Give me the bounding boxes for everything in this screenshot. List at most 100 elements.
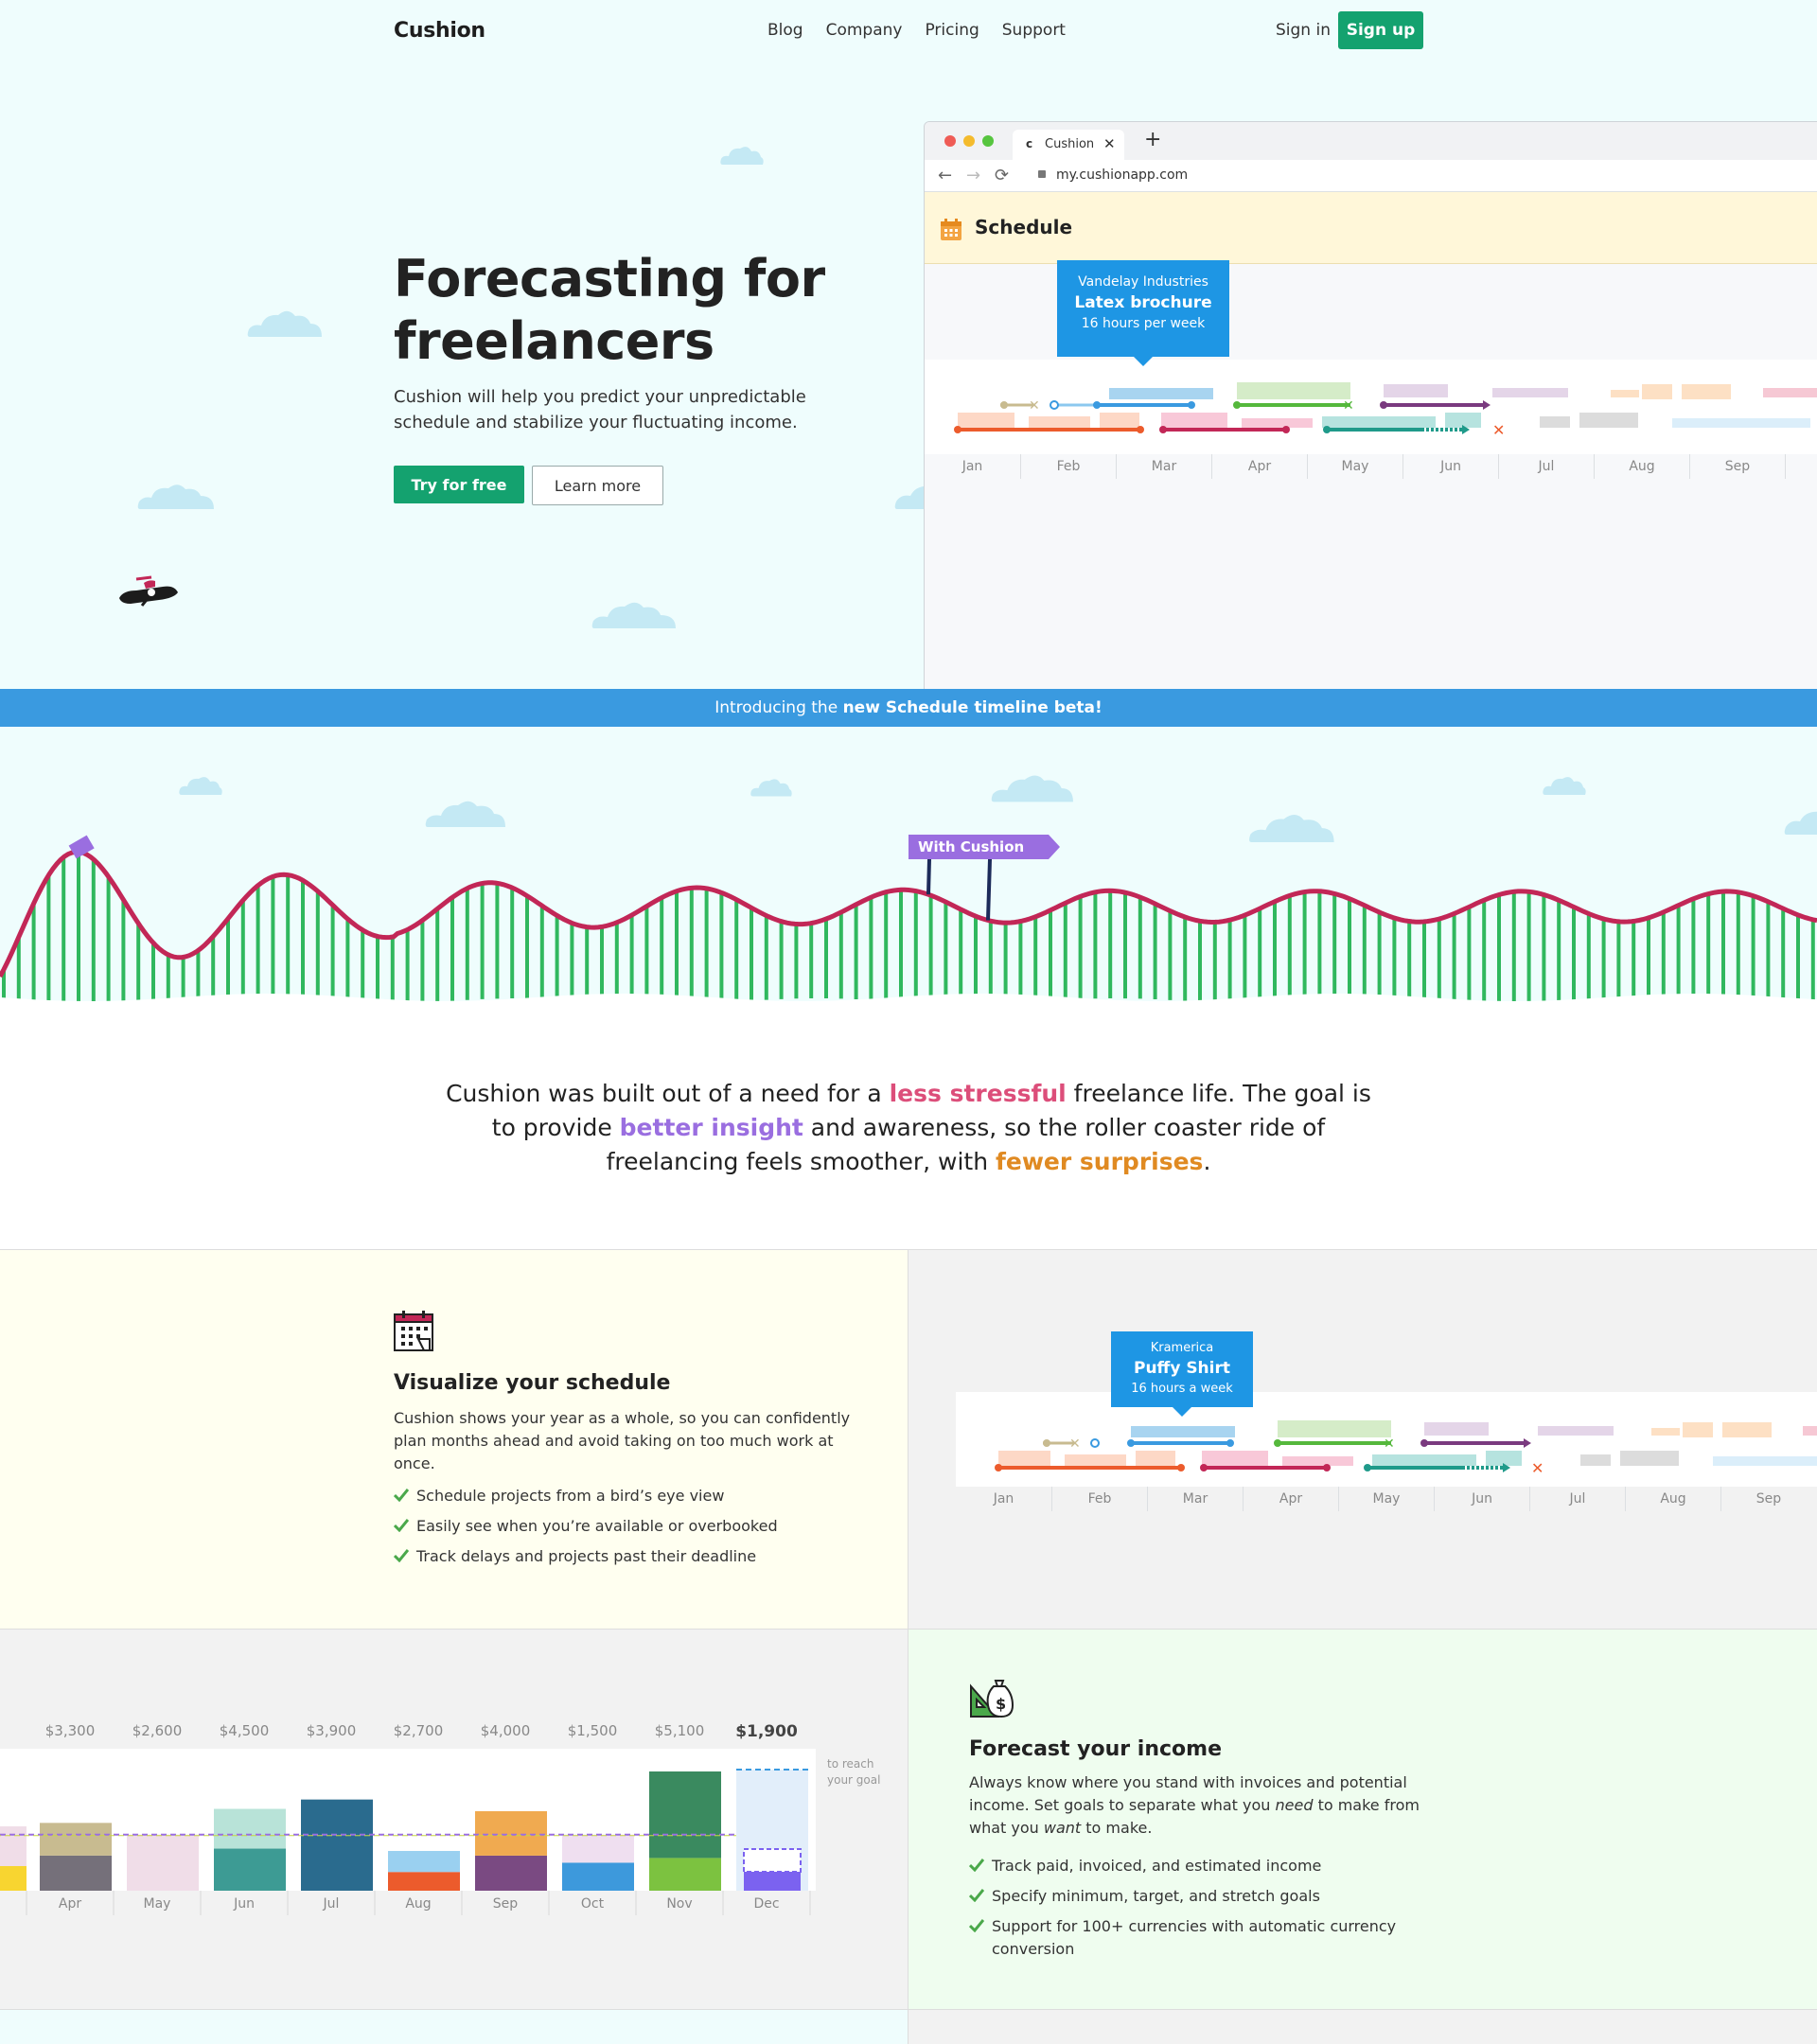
money-bag-icon: $ — [970, 1680, 1014, 1718]
month-label: Jan — [961, 459, 983, 474]
hero-section: Forecasting for freelancers Cushion will… — [0, 62, 1817, 689]
total-label: $5,100 — [654, 1722, 705, 1739]
nav-link-blog[interactable]: Blog — [767, 21, 803, 40]
checkmark-icon — [969, 1889, 984, 1902]
svg-text:$: $ — [996, 1695, 1006, 1713]
cloud-icon — [991, 775, 1073, 802]
coaster-track — [0, 835, 1817, 1011]
feature-bullets: Schedule projects from a bird’s eye view… — [394, 1485, 778, 1576]
description-text: to make. — [1081, 1819, 1153, 1837]
timeline-bars: ✕ ✕ ✕ — [995, 1420, 1817, 1477]
highlight-fewer-surprises: fewer surprises — [996, 1148, 1204, 1175]
mission-text: and awareness, so the roller coaster rid… — [606, 1114, 1326, 1175]
tooltip-client: Kramerica — [1150, 1341, 1214, 1355]
brand-logo[interactable]: Cushion — [394, 19, 485, 43]
bullet-text: Schedule projects from a bird’s eye view — [416, 1487, 725, 1505]
svg-text:✕: ✕ — [1531, 1459, 1544, 1477]
mission-text: Cushion was built out of a need for a — [446, 1080, 890, 1107]
announcement-banner[interactable]: Introducing the new Schedule timeline be… — [0, 689, 1817, 727]
month-label: Feb — [1020, 454, 1116, 479]
top-nav: Cushion Blog Company Pricing Support Sig… — [0, 0, 1817, 62]
svg-text:✕: ✕ — [1492, 421, 1505, 439]
cloud-icon — [247, 310, 322, 337]
next-section-right — [908, 2009, 1817, 2044]
address-bar: ← → ⟳ my.cushionapp.com — [925, 160, 1817, 192]
reload-icon[interactable]: ⟳ — [995, 166, 1010, 185]
feature-title: Visualize your schedule — [394, 1371, 671, 1395]
month-label: Jul — [1529, 1487, 1625, 1511]
checkmark-icon — [969, 1919, 984, 1932]
timeline-strip — [925, 360, 1817, 454]
nav-link-support[interactable]: Support — [1001, 21, 1066, 40]
forward-arrow-icon[interactable]: → — [966, 166, 981, 185]
svg-text:✕: ✕ — [1384, 1436, 1395, 1452]
highlight-less-stressful: less stressful — [889, 1080, 1067, 1107]
try-for-free-button[interactable]: Try for free — [394, 466, 524, 503]
back-arrow-icon[interactable]: ← — [938, 166, 953, 185]
checkmark-icon — [394, 1519, 409, 1532]
app-browser-mockup: c Cushion ✕ + ← → ⟳ my.cushionapp.com Sc… — [924, 121, 1817, 689]
favicon-icon: c — [1026, 137, 1033, 150]
tooltip-client: Vandelay Industries — [1078, 274, 1208, 290]
month-label: Aug — [405, 1896, 432, 1912]
feature-schedule-preview: ✕ ✕ ✕ Jan Feb Mar Apr May Jun Jul Aug Se… — [908, 1249, 1817, 1629]
description-emphasis: need — [1275, 1796, 1314, 1814]
nav-link-pricing[interactable]: Pricing — [925, 21, 979, 40]
tooltip-hours: 16 hours per week — [1081, 316, 1206, 331]
project-tooltip: Vandelay Industries Latex brochure 16 ho… — [1057, 260, 1229, 366]
bullet-text: Specify minimum, target, and stretch goa… — [992, 1887, 1320, 1905]
month-label: May — [143, 1896, 171, 1912]
sign-in-link[interactable]: Sign in — [1276, 21, 1331, 40]
sign-up-button[interactable]: Sign up — [1338, 11, 1423, 49]
list-item: Track delays and projects past their dea… — [394, 1545, 778, 1568]
learn-more-button[interactable]: Learn more — [532, 466, 663, 505]
close-tab-icon[interactable]: ✕ — [1103, 135, 1116, 152]
cloud-icon — [1543, 777, 1586, 795]
bar-segment — [475, 1855, 547, 1891]
list-item: Easily see when you’re available or over… — [394, 1515, 778, 1538]
month-label: Oct — [580, 1896, 605, 1912]
total-label: $3,300 — [44, 1722, 96, 1739]
mission-text: . — [1203, 1148, 1211, 1175]
track-rail — [0, 849, 1817, 978]
month-label: Jun — [1434, 1487, 1529, 1511]
url-text[interactable]: my.cushionapp.com — [1056, 167, 1189, 183]
schedule-timeline: ✕ ✕ ✕ — [925, 260, 1817, 689]
list-item: Schedule projects from a bird’s eye view — [394, 1485, 778, 1507]
bar-segment — [388, 1872, 460, 1891]
month-label: Feb — [1051, 1487, 1147, 1511]
new-tab-icon[interactable]: + — [1144, 128, 1162, 151]
hero-title: Forecasting for freelancers — [394, 249, 825, 371]
bar-segment — [744, 1872, 801, 1891]
bullet-text: Track paid, invoiced, and estimated inco… — [992, 1857, 1322, 1875]
total-label: $1,500 — [567, 1722, 618, 1739]
total-label: $4,000 — [480, 1722, 531, 1739]
checkmark-icon — [394, 1489, 409, 1502]
month-label: Mar — [1116, 454, 1211, 479]
lock-icon — [1038, 170, 1046, 178]
list-item: Support for 100+ currencies with automat… — [969, 1915, 1423, 1961]
month-label: Sep — [1689, 454, 1785, 479]
bar-segment — [562, 1834, 634, 1863]
month-label: Apr — [1211, 454, 1307, 479]
mission-section: Cushion was built out of a need for a le… — [0, 1011, 1817, 1249]
coaster-car — [68, 835, 95, 859]
calendar-icon — [941, 219, 961, 240]
description-text: to make from what you — [969, 1796, 1420, 1837]
month-label: Aug — [1625, 1487, 1720, 1511]
nav-link-company[interactable]: Company — [825, 21, 903, 40]
browser-tab[interactable]: c Cushion ✕ — [1013, 130, 1124, 160]
bullet-text: Track delays and projects past their dea… — [416, 1547, 757, 1565]
schedule-header: Schedule — [925, 192, 1817, 264]
highlight-better-insight: better insight — [619, 1114, 803, 1141]
checkmark-icon — [969, 1859, 984, 1872]
bullet-text: Easily see when you’re available or over… — [416, 1517, 778, 1535]
timeline-months: Jan Feb Mar Apr May Jun Jul Aug Sep Oc — [925, 454, 1817, 479]
calendar-icon — [394, 1311, 433, 1351]
bar-segment — [475, 1811, 547, 1856]
sign-post — [986, 858, 992, 921]
roller-coaster-illustration: With Cushion — [0, 727, 1817, 1011]
month-label: Apr — [58, 1896, 82, 1912]
cloud-icon — [425, 801, 505, 827]
tooltip-project: Latex brochure — [1074, 293, 1212, 312]
